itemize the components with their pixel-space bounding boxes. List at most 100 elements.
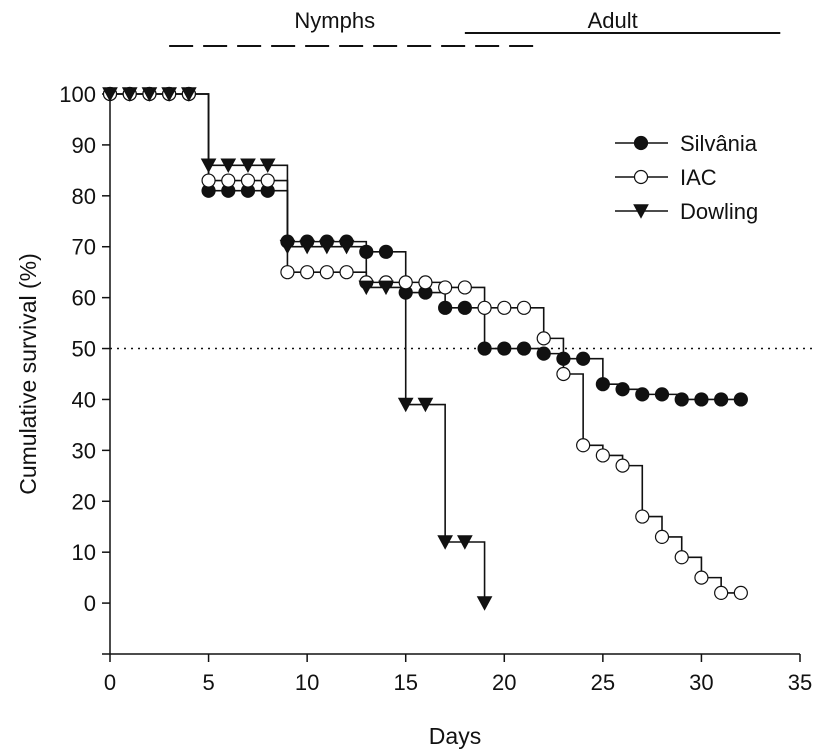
stage-label: Nymphs <box>294 8 375 33</box>
data-point <box>615 382 630 397</box>
y-tick-label: 90 <box>72 133 96 158</box>
data-point <box>556 366 571 382</box>
data-point <box>220 158 237 173</box>
y-tick-label: 70 <box>72 235 96 260</box>
legend-label: IAC <box>680 165 717 190</box>
x-tick-label: 10 <box>295 670 319 695</box>
data-point <box>694 392 709 407</box>
data-point <box>378 244 394 259</box>
data-point <box>300 265 315 280</box>
data-point <box>358 280 375 296</box>
data-point <box>338 239 355 255</box>
data-point <box>633 204 649 219</box>
data-point <box>714 585 729 601</box>
data-point <box>556 351 571 366</box>
data-point <box>378 280 394 296</box>
data-point <box>477 341 492 356</box>
data-point <box>319 265 334 280</box>
data-point <box>438 280 453 295</box>
y-tick-label: 10 <box>72 540 96 565</box>
y-tick-label: 20 <box>72 489 96 514</box>
x-tick-label: 20 <box>492 670 516 695</box>
data-point <box>595 448 610 463</box>
data-point <box>635 387 650 402</box>
series-markers <box>102 87 493 611</box>
x-tick-label: 0 <box>104 670 116 695</box>
data-point <box>457 300 472 315</box>
data-point <box>516 341 532 356</box>
data-point <box>516 300 532 315</box>
data-point <box>497 341 512 356</box>
data-point <box>299 239 315 255</box>
data-point <box>457 535 473 550</box>
x-tick-label: 25 <box>591 670 615 695</box>
data-point <box>280 265 295 280</box>
data-point <box>339 265 354 280</box>
y-tick-label: 0 <box>84 591 96 616</box>
y-tick-label: 100 <box>59 82 96 107</box>
data-point <box>595 377 610 392</box>
axes: 0 5 10 15 20 25 30 35 0 10 20 30 40 50 60 70 80 90 100 <box>59 82 812 695</box>
y-tick-label: 80 <box>72 184 96 209</box>
data-point <box>633 169 649 185</box>
data-point <box>417 397 434 413</box>
x-tick-label: 5 <box>202 670 214 695</box>
data-point <box>714 392 729 407</box>
data-point <box>654 387 670 402</box>
data-point <box>674 550 689 565</box>
data-point <box>201 173 216 188</box>
y-tick-label: 50 <box>72 337 96 362</box>
data-point <box>181 87 197 102</box>
data-point <box>200 158 217 173</box>
data-point <box>615 458 630 473</box>
data-point <box>260 173 275 188</box>
data-point <box>259 158 276 173</box>
data-point <box>536 331 551 346</box>
series-markers <box>102 86 748 407</box>
data-point <box>121 87 138 102</box>
data-point <box>437 535 453 550</box>
data-point <box>221 173 236 188</box>
data-point <box>418 275 433 290</box>
y-tick-label: 30 <box>72 438 96 463</box>
data-point <box>240 158 256 173</box>
data-point <box>733 392 748 407</box>
x-tick-label: 35 <box>788 670 812 695</box>
data-point <box>161 87 177 102</box>
data-point <box>319 239 335 255</box>
data-point <box>576 438 591 453</box>
data-point <box>497 300 512 315</box>
data-point <box>733 585 748 601</box>
data-point <box>438 300 453 315</box>
y-tick-label: 40 <box>72 387 96 412</box>
data-point <box>359 244 374 259</box>
data-point <box>654 529 670 545</box>
data-point <box>633 135 649 151</box>
data-point <box>476 596 493 611</box>
legend-label: Silvânia <box>680 131 758 156</box>
data-point <box>397 397 414 413</box>
data-point <box>536 346 551 361</box>
series-markers <box>102 86 748 601</box>
data-point <box>141 87 158 102</box>
data-point <box>102 87 118 102</box>
y-tick-label: 60 <box>72 286 96 311</box>
data-point <box>576 351 591 366</box>
data-point <box>674 392 689 407</box>
x-tick-label: 30 <box>689 670 713 695</box>
data-point <box>694 570 709 585</box>
data-point <box>457 280 472 295</box>
data-point <box>398 275 413 290</box>
x-tick-label: 15 <box>393 670 417 695</box>
x-axis-title: Days <box>429 723 481 749</box>
stage-bars: Nymphs Adult <box>169 8 781 47</box>
data-point <box>635 509 650 524</box>
legend: Silvânia IAC Dowling <box>615 131 758 224</box>
stage-label: Adult <box>588 8 638 33</box>
series-group <box>102 86 748 611</box>
data-point <box>279 239 296 255</box>
data-point <box>477 300 492 315</box>
legend-label: Dowling <box>680 199 758 224</box>
y-axis-title: Cumulative survival (%) <box>15 253 41 495</box>
